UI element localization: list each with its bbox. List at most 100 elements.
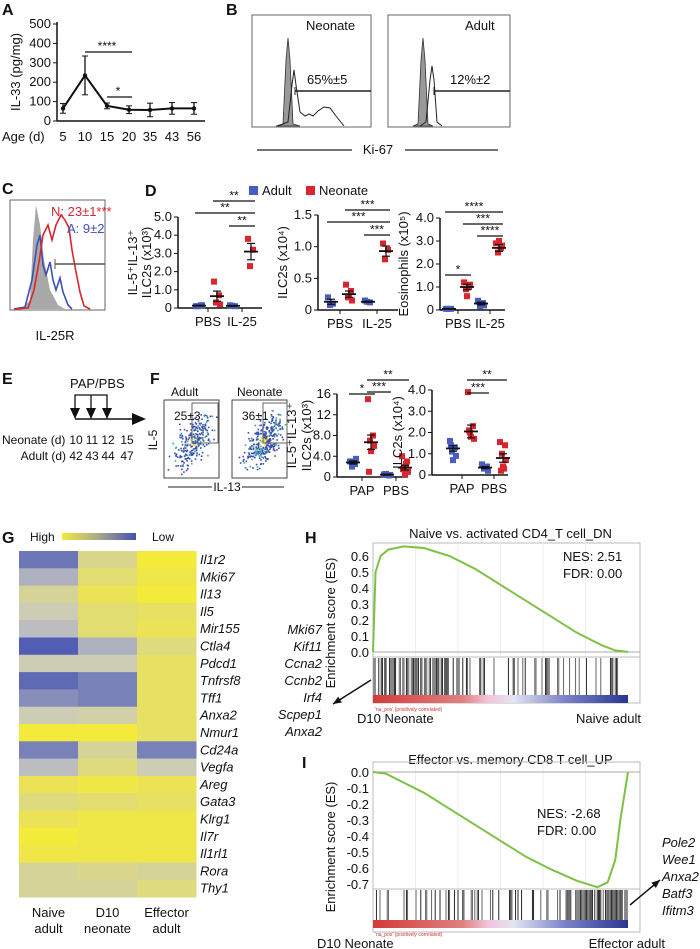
y-axis-label: Eosinophils (x10⁵) — [396, 211, 411, 316]
gene-label: Il1r2 — [200, 552, 226, 567]
gene-label: Mki67 — [200, 569, 235, 584]
heatmap-cell — [137, 758, 197, 777]
flow-event — [211, 415, 214, 418]
flow-event — [252, 467, 254, 469]
flow-event — [270, 428, 273, 431]
data-point-neonate — [213, 299, 219, 306]
data-point-adult — [450, 457, 456, 464]
flow-event — [242, 460, 245, 462]
y-tick-label: 3.0 — [408, 403, 426, 418]
right-group-label: Effector adult — [589, 936, 666, 949]
panel-h-gsea: Naive vs. activated CD4_T cell_DN0.00.10… — [278, 526, 641, 739]
legend-swatch-neonate — [306, 186, 315, 195]
x-tick-label: PAP — [349, 483, 374, 498]
panel-g-heatmap-legend: High Low — [30, 530, 174, 544]
flow-event — [201, 437, 204, 439]
flow-event — [264, 460, 267, 462]
heatmap-cell — [137, 672, 197, 690]
heatmap-cell — [19, 654, 79, 673]
flow-event — [183, 455, 186, 457]
data-point-neonate — [368, 448, 374, 455]
flow-event — [202, 433, 204, 436]
heatmap-cell — [19, 827, 79, 846]
heatmap-cell — [78, 568, 138, 587]
y-axis-label: ILC2s (x10³) — [139, 227, 154, 299]
gene-label: Anxa2 — [199, 708, 238, 723]
flow-event — [196, 435, 199, 438]
data-point-neonate — [499, 242, 505, 249]
flow-event — [257, 428, 260, 431]
flow-event — [266, 435, 268, 438]
flow-frame-adult — [163, 399, 220, 479]
heatmap-cell — [137, 568, 197, 587]
flow-event — [207, 439, 210, 442]
data-point-neonate — [399, 453, 405, 460]
rank-colorbar — [373, 695, 628, 703]
flow-event — [266, 451, 269, 454]
flow-event — [179, 456, 182, 458]
flow-event — [181, 473, 183, 476]
flow-event — [182, 463, 184, 466]
y-tick-label: 4.0 — [313, 448, 331, 463]
flow-event — [201, 418, 203, 421]
flow-event — [260, 454, 262, 456]
data-point-neonate — [495, 249, 501, 256]
y-tick-label: 2.0 — [408, 425, 426, 440]
flow-event — [256, 447, 259, 450]
heatmap-cell — [78, 758, 138, 777]
flow-event — [252, 439, 254, 442]
heatmap-cell — [19, 585, 79, 604]
significance-label: *** — [471, 381, 485, 395]
flow-event — [268, 451, 271, 454]
flow-event — [184, 450, 187, 452]
data-point-neonate — [385, 246, 391, 253]
flow-event — [279, 420, 281, 423]
flow-event — [257, 451, 260, 453]
y-tick-label: 1.0 — [408, 446, 426, 461]
flow-event — [194, 440, 197, 442]
significance-label: *** — [360, 198, 374, 212]
data-point — [147, 107, 153, 113]
flow-event — [181, 438, 184, 440]
flow-event — [193, 435, 196, 437]
flow-event — [175, 453, 178, 456]
flow-event — [194, 421, 197, 424]
flow-event — [174, 460, 177, 462]
flow-event — [273, 428, 275, 431]
flow-event — [273, 425, 276, 428]
ki67-histogram-neonate — [277, 69, 345, 127]
flow-event — [180, 447, 182, 450]
flow-event — [260, 463, 262, 466]
y-tick-label: 0 — [305, 302, 312, 317]
legend-label-neonate: Neonate — [319, 183, 368, 198]
flow-event — [253, 443, 256, 446]
heatmap-cell — [137, 654, 197, 673]
gene-label: Mir155 — [200, 621, 241, 636]
panel-label-i: I — [302, 755, 306, 772]
flow-event — [257, 438, 259, 441]
dot-plot-1: 0 1.0 2.0 3.0 4.0 5.0 PBS IL-25 IL-5⁺IL-13⁺ ILC2s… — [125, 189, 262, 329]
y-tick-label: -0.6 — [347, 861, 369, 876]
panel-label-a: A — [2, 2, 14, 19]
heatmap-cell — [137, 706, 197, 725]
flow-event — [258, 467, 261, 470]
neonate-row-label: Neonate (d) — [2, 433, 65, 447]
data-point — [191, 106, 197, 111]
flow-event — [251, 445, 253, 447]
adult-day: 42 — [69, 449, 83, 463]
data-point-neonate — [343, 281, 349, 288]
y-tick-label: -0.4 — [347, 829, 369, 844]
y-tick-label: 1.0 — [416, 279, 434, 294]
y-tick-label: 4.0 — [154, 227, 172, 242]
x-tick-label: PBS — [481, 481, 507, 496]
flow-event — [180, 449, 183, 452]
heatmap-cell — [137, 585, 197, 604]
flow-event — [200, 429, 203, 431]
heatmap-cell — [78, 862, 138, 881]
flow-event — [198, 427, 201, 430]
flow-event — [196, 451, 198, 454]
gene-label: Batf3 — [662, 886, 693, 901]
flow-event — [181, 443, 184, 446]
flow-event — [262, 447, 265, 449]
panel-label-d: D — [145, 183, 157, 200]
